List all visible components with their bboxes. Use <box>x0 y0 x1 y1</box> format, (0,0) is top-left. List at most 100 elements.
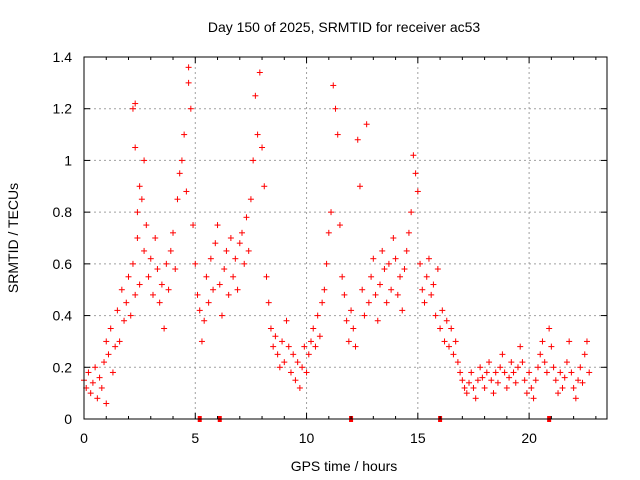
data-point <box>290 351 297 358</box>
data-point <box>537 351 544 358</box>
data-point <box>368 273 375 280</box>
data-point <box>101 359 108 366</box>
data-point <box>445 343 452 350</box>
data-point <box>210 286 217 293</box>
data-point <box>532 377 539 384</box>
data-point <box>559 384 566 391</box>
data-point <box>321 286 328 293</box>
data-point <box>296 384 303 391</box>
data-point <box>392 255 399 262</box>
data-point <box>432 312 439 319</box>
data-point <box>185 64 192 71</box>
y-tick-label: 1.2 <box>53 101 73 117</box>
data-point <box>259 144 266 151</box>
plot-frame <box>83 56 608 420</box>
data-point <box>528 384 535 391</box>
data-point <box>472 395 479 402</box>
data-point <box>390 235 397 241</box>
data-point <box>561 374 568 381</box>
data-point <box>316 333 323 340</box>
data-point <box>399 307 406 314</box>
data-point <box>141 247 148 254</box>
data-point <box>405 229 412 236</box>
data-point <box>178 157 185 164</box>
data-point <box>245 247 252 254</box>
data-point <box>579 379 586 386</box>
data-point <box>163 260 170 267</box>
data-point <box>134 209 141 216</box>
data-point <box>477 364 484 371</box>
x-tick-labels: 0 5 10 15 20 <box>80 430 537 446</box>
data-point <box>281 359 288 366</box>
data-point <box>201 317 208 324</box>
data-point <box>383 299 390 306</box>
data-point <box>488 377 495 384</box>
x-tick-label: 15 <box>410 430 426 446</box>
data-point <box>216 281 223 288</box>
data-point <box>492 369 499 376</box>
data-point <box>568 369 575 376</box>
data-point <box>129 260 136 267</box>
data-point <box>256 69 263 76</box>
data-point <box>227 235 234 241</box>
data-point <box>276 364 283 371</box>
data-point <box>145 273 152 280</box>
data-point <box>461 384 468 391</box>
data-point <box>512 379 519 386</box>
data-point <box>241 260 248 267</box>
y-tick-label: 0.2 <box>53 359 73 375</box>
data-point <box>305 351 312 358</box>
data-point <box>494 379 501 386</box>
data-point <box>123 299 130 306</box>
data-point <box>403 247 410 254</box>
data-point <box>343 317 350 324</box>
data-point <box>552 377 559 384</box>
data-points <box>81 64 593 407</box>
x-tick-label: 10 <box>299 430 315 446</box>
data-point <box>510 369 517 376</box>
data-point <box>481 384 488 391</box>
data-point <box>408 209 415 216</box>
data-point <box>261 183 268 190</box>
data-point <box>466 379 473 386</box>
data-point <box>454 359 461 366</box>
data-point <box>187 105 194 112</box>
data-point <box>463 390 470 397</box>
data-point <box>92 364 99 371</box>
data-point <box>517 343 524 350</box>
data-point <box>450 351 457 358</box>
data-point <box>203 273 210 280</box>
data-point <box>181 131 188 138</box>
data-point <box>196 307 203 314</box>
data-point <box>543 369 550 376</box>
data-point <box>359 286 366 293</box>
data-point <box>301 343 308 350</box>
data-point <box>194 291 201 298</box>
data-point <box>361 312 368 319</box>
data-point <box>401 266 408 273</box>
data-point <box>572 395 579 402</box>
data-point <box>234 286 241 293</box>
data-point <box>470 384 477 391</box>
data-point <box>156 299 163 306</box>
data-point <box>114 307 121 314</box>
y-axis-label: SRMTID / TECUs <box>5 183 21 293</box>
data-point <box>239 229 246 236</box>
data-point <box>394 291 401 298</box>
data-point <box>443 317 450 324</box>
data-point <box>109 369 116 376</box>
data-point <box>428 291 435 298</box>
data-point <box>530 395 537 402</box>
data-point <box>385 260 392 267</box>
data-point <box>336 222 343 229</box>
data-point <box>474 377 481 384</box>
data-point <box>85 369 92 376</box>
data-point <box>89 379 96 386</box>
data-point <box>147 255 154 262</box>
data-point <box>372 291 379 298</box>
data-point <box>519 359 526 366</box>
data-point <box>205 299 212 306</box>
data-point <box>521 377 528 384</box>
data-point <box>132 291 139 298</box>
axis-ticks <box>83 56 607 420</box>
